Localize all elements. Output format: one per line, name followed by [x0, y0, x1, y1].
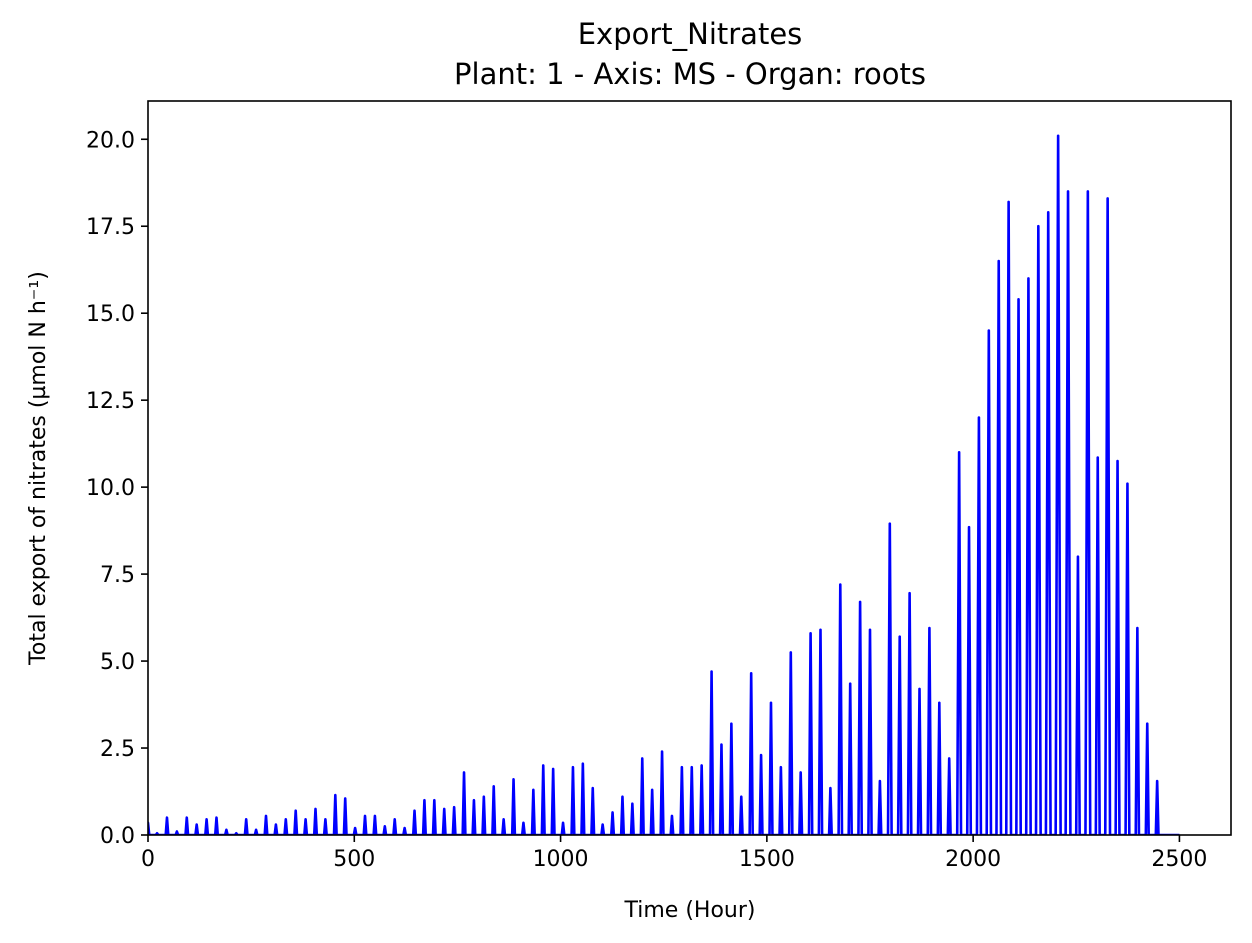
y-tick-label: 10.0	[86, 476, 135, 501]
x-tick-label: 2000	[945, 847, 1001, 872]
plot-area	[148, 134, 1180, 835]
x-tick-label: 1500	[739, 847, 795, 872]
plot-frame	[147, 100, 1232, 836]
y-tick-label: 0.0	[100, 824, 135, 849]
series-layer	[148, 134, 1180, 835]
x-tick-label: 2500	[1151, 847, 1207, 872]
y-tick-label: 2.5	[100, 737, 135, 762]
chart-subtitle: Plant: 1 - Axis: MS - Organ: roots	[454, 57, 926, 91]
x-axis: 0 500 1000 1500 2000 2500	[141, 835, 1207, 872]
y-axis-label: Total export of nitrates (µmol N h⁻¹)	[26, 271, 51, 666]
series-line	[148, 134, 1180, 835]
x-tick-label: 0	[141, 847, 155, 872]
y-tick-label: 5.0	[100, 650, 135, 675]
y-axis: 0.0 2.5 5.0 7.5 10.0 12.5 15.0 17.5 20.0	[86, 128, 148, 849]
x-tick-label: 1000	[533, 847, 589, 872]
y-tick-label: 12.5	[86, 389, 135, 414]
x-axis-label: Time (Hour)	[624, 898, 756, 923]
y-tick-label: 7.5	[100, 563, 135, 588]
y-tick-label: 17.5	[86, 215, 135, 240]
x-tick-label: 500	[333, 847, 375, 872]
chart-title: Export_Nitrates	[578, 17, 803, 51]
y-tick-label: 20.0	[86, 128, 135, 153]
y-tick-label: 15.0	[86, 302, 135, 327]
